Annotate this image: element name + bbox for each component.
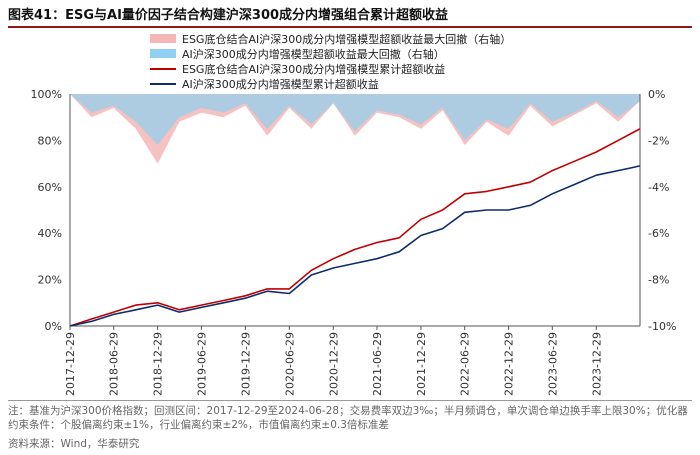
x-axis-tick-label: 2021-06-29 (371, 332, 384, 396)
chart-source: 资料来源：Wind，华泰研究 (8, 438, 140, 450)
right-axis-tick-label: 0% (648, 88, 665, 101)
legend-swatch-2 (150, 49, 176, 58)
left-axis-tick-label: 100% (31, 88, 62, 101)
x-axis-tick-label: 2020-06-29 (283, 332, 296, 396)
x-axis-tick-label: 2021-12-29 (415, 332, 428, 396)
title-divider (8, 26, 692, 28)
left-axis-tick-label: 40% (38, 227, 62, 240)
x-axis-tick-label: 2022-06-29 (459, 332, 472, 396)
x-axis-tick-label: 2023-12-29 (590, 332, 603, 396)
chart-title: 图表41：ESG与AI量价因子结合构建沪深300成分内增强组合累计超额收益 (8, 8, 449, 23)
right-axis-tick-label: -6% (648, 227, 669, 240)
left-axis-tick-label: 20% (38, 274, 62, 287)
x-axis-tick-label: 2018-06-29 (108, 332, 121, 396)
legend-label-2: AI沪深300成分内增强模型超额收益最大回撤（右轴） (182, 47, 445, 61)
x-axis-tick-label: 2022-12-29 (503, 332, 516, 396)
left-axis-tick-label: 80% (38, 134, 62, 147)
legend-label-1: ESG底仓结合AI沪深300成分内增强模型超额收益最大回撤（右轴） (182, 32, 511, 46)
legend-label-4: AI沪深300成分内增强模型累计超额收益 (182, 77, 379, 91)
right-axis-tick-label: -8% (648, 274, 669, 287)
right-axis-tick-label: -4% (648, 181, 669, 194)
excess-return-line-1 (69, 128, 641, 327)
chart: 0%20%40%60%80%100%-10%-8%-6%-4%-2%0%2017… (31, 32, 677, 396)
x-axis-tick-label: 2020-12-29 (327, 332, 340, 396)
drawdown-area-2 (70, 94, 640, 145)
legend-swatch-1 (150, 34, 176, 43)
x-axis-tick-label: 2018-12-29 (152, 332, 165, 396)
left-axis-tick-label: 60% (38, 181, 62, 194)
x-axis-tick-label: 2023-06-29 (546, 332, 559, 396)
x-axis-tick-label: 2017-12-29 (64, 332, 77, 396)
footer-divider (8, 400, 692, 401)
right-axis-tick-label: -2% (648, 134, 669, 147)
excess-return-line-2 (69, 165, 641, 327)
x-axis-tick-label: 2019-12-29 (239, 332, 252, 396)
x-axis-tick-label: 2019-06-29 (195, 332, 208, 396)
right-axis-tick-label: -10% (648, 320, 676, 333)
left-axis-tick-label: 0% (45, 320, 62, 333)
chart-note: 注：基准为沪深300价格指数；回测区间：2017-12-29至2024-06-2… (8, 405, 688, 431)
legend-label-3: ESG底仓结合AI沪深300成分内增强模型累计超额收益 (182, 62, 445, 76)
